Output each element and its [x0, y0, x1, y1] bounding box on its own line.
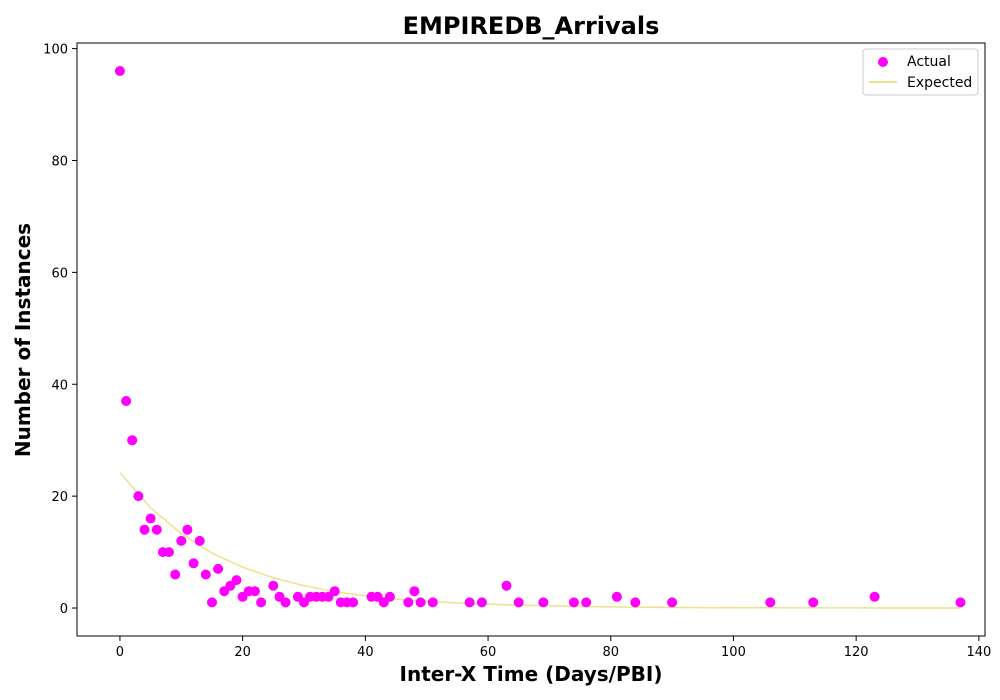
actual-point — [513, 597, 524, 608]
actual-point — [231, 575, 242, 586]
actual-point — [176, 535, 187, 546]
actual-point — [249, 586, 260, 597]
actual-point — [403, 597, 414, 608]
x-tick-label: 120 — [844, 645, 869, 660]
x-tick-label: 140 — [966, 645, 991, 660]
actual-point — [630, 597, 641, 608]
actual-point — [188, 558, 199, 569]
actual-point — [164, 547, 174, 558]
actual-point — [667, 597, 678, 608]
axis-ticks: 0 20 40 60 80 100 120 140 0 20 40 60 80 100 — [43, 43, 991, 660]
actual-point — [268, 580, 279, 591]
actual-point — [213, 563, 224, 574]
y-tick-label: 80 — [51, 154, 68, 169]
x-tick-label: 0 — [116, 645, 124, 660]
chart-title: EMPIREDB_Arrivals — [403, 12, 660, 40]
actual-point — [121, 396, 132, 406]
actual-point — [329, 586, 340, 597]
actual-point — [280, 597, 291, 608]
legend-actual-marker — [878, 57, 888, 67]
actual-point — [133, 491, 144, 502]
actual-point — [151, 524, 162, 535]
actual-point — [476, 597, 487, 608]
actual-point — [348, 597, 359, 608]
actual-point — [538, 597, 549, 608]
actual-point — [170, 569, 181, 580]
x-axis-label: Inter-X Time (Days/PBI) — [400, 662, 663, 686]
actual-point — [581, 597, 592, 608]
actual-point — [409, 586, 420, 597]
y-tick-label: 60 — [51, 266, 68, 281]
x-tick-label: 40 — [357, 645, 374, 660]
actual-point — [200, 569, 211, 580]
y-axis-label: Number of Instances — [11, 223, 35, 457]
actual-point — [765, 597, 776, 608]
y-tick-label: 40 — [51, 378, 68, 393]
x-tick-label: 80 — [602, 645, 619, 660]
actual-point — [256, 597, 267, 608]
actual-point — [464, 597, 475, 608]
actual-point — [869, 591, 880, 602]
actual-point — [145, 513, 156, 524]
actual-point — [611, 591, 622, 602]
plot-frame — [76, 42, 986, 637]
actual-point — [501, 580, 512, 591]
expected-line — [119, 472, 961, 609]
legend: Actual Expected — [862, 48, 979, 96]
legend-actual-label: Actual — [907, 54, 951, 70]
actual-point — [415, 597, 426, 608]
y-tick-label: 100 — [43, 43, 68, 58]
actual-point — [182, 524, 193, 535]
actual-point — [427, 597, 438, 608]
x-tick-label: 60 — [480, 645, 497, 660]
actual-point — [127, 435, 138, 446]
actual-point — [207, 597, 217, 608]
plot-area — [114, 66, 966, 609]
actual-point — [114, 66, 125, 76]
actual-point — [194, 535, 205, 546]
y-tick-label: 20 — [51, 490, 68, 505]
x-tick-label: 20 — [234, 645, 251, 660]
x-tick-label: 100 — [721, 645, 746, 660]
legend-expected-label: Expected — [907, 75, 972, 91]
actual-point — [384, 591, 395, 602]
legend-box — [862, 48, 979, 96]
actual-point — [139, 524, 150, 535]
actual-point — [568, 597, 579, 608]
y-tick-label: 0 — [60, 602, 68, 617]
actual-point — [808, 597, 819, 608]
actual-point — [955, 597, 966, 608]
